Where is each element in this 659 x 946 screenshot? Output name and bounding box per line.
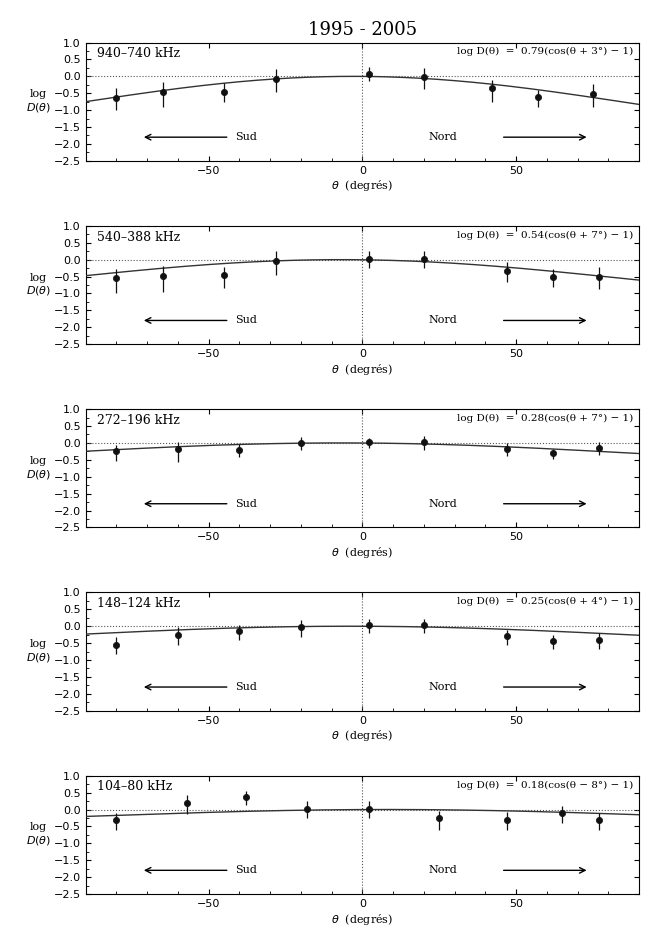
Text: log D(θ)  =  0.25(cos(θ + 4°) − 1): log D(θ) = 0.25(cos(θ + 4°) − 1) <box>457 597 634 606</box>
Text: 104–80 kHz: 104–80 kHz <box>97 780 172 794</box>
X-axis label: $\theta$  (degrés): $\theta$ (degrés) <box>331 179 393 194</box>
Text: 272–196 kHz: 272–196 kHz <box>97 414 180 427</box>
Text: 148–124 kHz: 148–124 kHz <box>97 597 180 610</box>
X-axis label: $\theta$  (degrés): $\theta$ (degrés) <box>331 728 393 744</box>
X-axis label: $\theta$  (degrés): $\theta$ (degrés) <box>331 545 393 560</box>
Text: log D(θ)  =  0.18(cos(θ − 8°) − 1): log D(θ) = 0.18(cos(θ − 8°) − 1) <box>457 780 634 790</box>
Text: 1995 - 2005: 1995 - 2005 <box>308 21 417 39</box>
Y-axis label: log
$D(\theta)$: log $D(\theta)$ <box>26 456 51 481</box>
Y-axis label: log
$D(\theta)$: log $D(\theta)$ <box>26 272 51 297</box>
Y-axis label: log
$D(\theta)$: log $D(\theta)$ <box>26 822 51 848</box>
Text: log D(θ)  =  0.54(cos(θ + 7°) − 1): log D(θ) = 0.54(cos(θ + 7°) − 1) <box>457 231 634 239</box>
Text: Nord: Nord <box>429 499 457 509</box>
Text: Sud: Sud <box>235 682 257 692</box>
X-axis label: $\theta$  (degrés): $\theta$ (degrés) <box>331 361 393 377</box>
Text: log D(θ)  =  0.28(cos(θ + 7°) − 1): log D(θ) = 0.28(cos(θ + 7°) − 1) <box>457 414 634 423</box>
Text: 540–388 kHz: 540–388 kHz <box>97 231 180 243</box>
Text: Sud: Sud <box>235 132 257 142</box>
Text: Nord: Nord <box>429 315 457 325</box>
Text: Sud: Sud <box>235 315 257 325</box>
Y-axis label: log
$D(\theta)$: log $D(\theta)$ <box>26 89 51 114</box>
Text: Nord: Nord <box>429 866 457 875</box>
Text: Nord: Nord <box>429 682 457 692</box>
X-axis label: $\theta$  (degrés): $\theta$ (degrés) <box>331 912 393 927</box>
Text: Sud: Sud <box>235 866 257 875</box>
Text: Sud: Sud <box>235 499 257 509</box>
Text: Nord: Nord <box>429 132 457 142</box>
Y-axis label: log
$D(\theta)$: log $D(\theta)$ <box>26 639 51 664</box>
Text: log D(θ)  =  0.79(cos(θ + 3°) − 1): log D(θ) = 0.79(cos(θ + 3°) − 1) <box>457 47 634 57</box>
Text: 940–740 kHz: 940–740 kHz <box>97 47 180 61</box>
